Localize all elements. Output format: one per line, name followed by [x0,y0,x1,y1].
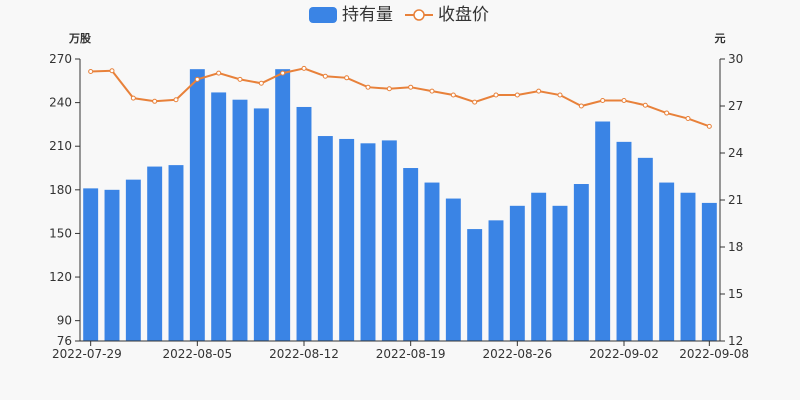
bar-2022-09-02[interactable] [616,141,632,341]
y-right-tick-label: 24 [728,146,743,160]
price-point-2022-08-12[interactable] [301,65,307,71]
price-point-2022-08-09[interactable] [237,76,243,82]
bar-2022-09-06[interactable] [659,182,675,341]
bar-2022-08-05[interactable] [189,69,205,341]
y-left-tick-label: 210 [49,139,72,153]
price-point-2022-08-24[interactable] [472,99,478,105]
y-left-tick-label: 76 [57,334,72,348]
y-left-tick-label: 90 [57,314,72,328]
y-right-tick-label: 18 [728,240,743,254]
x-tick-label: 2022-09-08 [679,347,749,361]
y-right-tick-label: 15 [728,287,743,301]
y-right-unit-label: 元 [715,32,726,45]
price-point-2022-08-11[interactable] [280,70,286,76]
y-right-tick-label: 27 [728,99,743,113]
bar-2022-08-19[interactable] [403,168,419,341]
bar-2022-08-02[interactable] [125,179,141,341]
x-tick-label: 2022-09-02 [589,347,659,361]
price-point-2022-07-29[interactable] [88,69,94,75]
bar-2022-08-22[interactable] [424,182,440,341]
price-point-2022-08-10[interactable] [258,80,264,86]
bar-2022-09-01[interactable] [595,121,611,341]
legend-line-marker-icon [405,9,433,21]
bar-2022-08-16[interactable] [339,138,355,341]
legend-holdings[interactable]: 持有量 [309,4,393,26]
bar-2022-08-30[interactable] [552,205,568,341]
bar-2022-08-17[interactable] [360,143,376,341]
legend-bar-swatch-icon [309,7,337,23]
bar-2022-08-12[interactable] [296,106,312,341]
price-point-2022-08-18[interactable] [386,86,392,92]
price-point-2022-08-26[interactable] [514,92,520,98]
legend-price[interactable]: 收盘价 [405,4,489,26]
legend-price-label: 收盘价 [438,5,489,25]
price-point-2022-08-30[interactable] [557,92,563,98]
bar-2022-08-10[interactable] [253,108,269,341]
bar-2022-08-31[interactable] [573,184,589,341]
price-point-2022-08-04[interactable] [173,97,179,103]
price-point-2022-08-15[interactable] [322,73,328,79]
price-point-2022-08-05[interactable] [194,76,200,82]
price-point-2022-08-19[interactable] [408,84,414,90]
bar-2022-08-01[interactable] [104,189,120,341]
y-left-tick-label: 240 [49,96,72,110]
x-tick-label: 2022-08-12 [269,347,339,361]
price-point-2022-09-02[interactable] [621,98,627,104]
bar-2022-07-29[interactable] [83,188,99,341]
x-tick-label: 2022-08-19 [376,347,446,361]
bar-2022-08-25[interactable] [488,220,504,341]
price-point-2022-09-01[interactable] [600,98,606,104]
x-tick-label: 2022-07-29 [52,347,122,361]
y-left-tick-label: 120 [49,270,72,284]
bar-2022-08-24[interactable] [467,229,483,341]
x-tick-label: 2022-08-05 [162,347,232,361]
y-right-tick-label: 12 [728,334,743,348]
bar-2022-08-26[interactable] [509,205,525,341]
price-point-2022-09-07[interactable] [685,116,691,122]
y-left-tick-label: 150 [49,226,72,240]
y-left-tick-label: 270 [49,52,72,66]
bar-2022-08-15[interactable] [317,136,333,341]
price-point-2022-08-08[interactable] [216,70,222,76]
y-right-tick-label: 30 [728,52,743,66]
price-point-2022-09-06[interactable] [664,110,670,116]
line-series [88,65,712,129]
price-point-2022-09-08[interactable] [706,123,712,129]
bar-2022-08-18[interactable] [381,140,397,341]
price-point-2022-08-03[interactable] [152,98,158,104]
price-point-2022-08-29[interactable] [536,88,542,94]
price-point-2022-08-31[interactable] [578,103,584,109]
bar-2022-09-05[interactable] [637,157,653,341]
price-point-2022-08-02[interactable] [130,95,136,101]
y-right-tick-label: 21 [728,193,743,207]
bar-2022-08-29[interactable] [531,192,547,341]
axes: 76 90 120 150 180 210 240 270 12 15 18 21 24 27 30 2022… [49,32,749,361]
price-point-2022-08-22[interactable] [429,88,435,94]
price-point-2022-08-01[interactable] [109,68,115,74]
y-left-unit-label: 万股 [68,32,92,45]
price-point-2022-09-05[interactable] [642,102,648,108]
bar-2022-08-23[interactable] [445,198,461,341]
legend-holdings-label: 持有量 [342,5,393,25]
price-point-2022-08-23[interactable] [450,92,456,98]
bar-2022-09-07[interactable] [680,192,696,341]
bar-2022-08-03[interactable] [147,166,163,341]
y-left-tick-label: 180 [49,183,72,197]
bar-2022-08-09[interactable] [232,99,248,341]
bar-series [83,69,717,342]
bar-2022-08-11[interactable] [275,69,291,341]
bar-2022-08-04[interactable] [168,165,184,341]
x-tick-label: 2022-08-26 [482,347,552,361]
price-point-2022-08-16[interactable] [344,75,350,81]
bar-2022-09-08[interactable] [701,202,717,341]
bar-2022-08-08[interactable] [211,92,227,342]
price-line [90,67,710,128]
price-point-2022-08-25[interactable] [493,92,499,98]
price-point-2022-08-17[interactable] [365,84,371,90]
